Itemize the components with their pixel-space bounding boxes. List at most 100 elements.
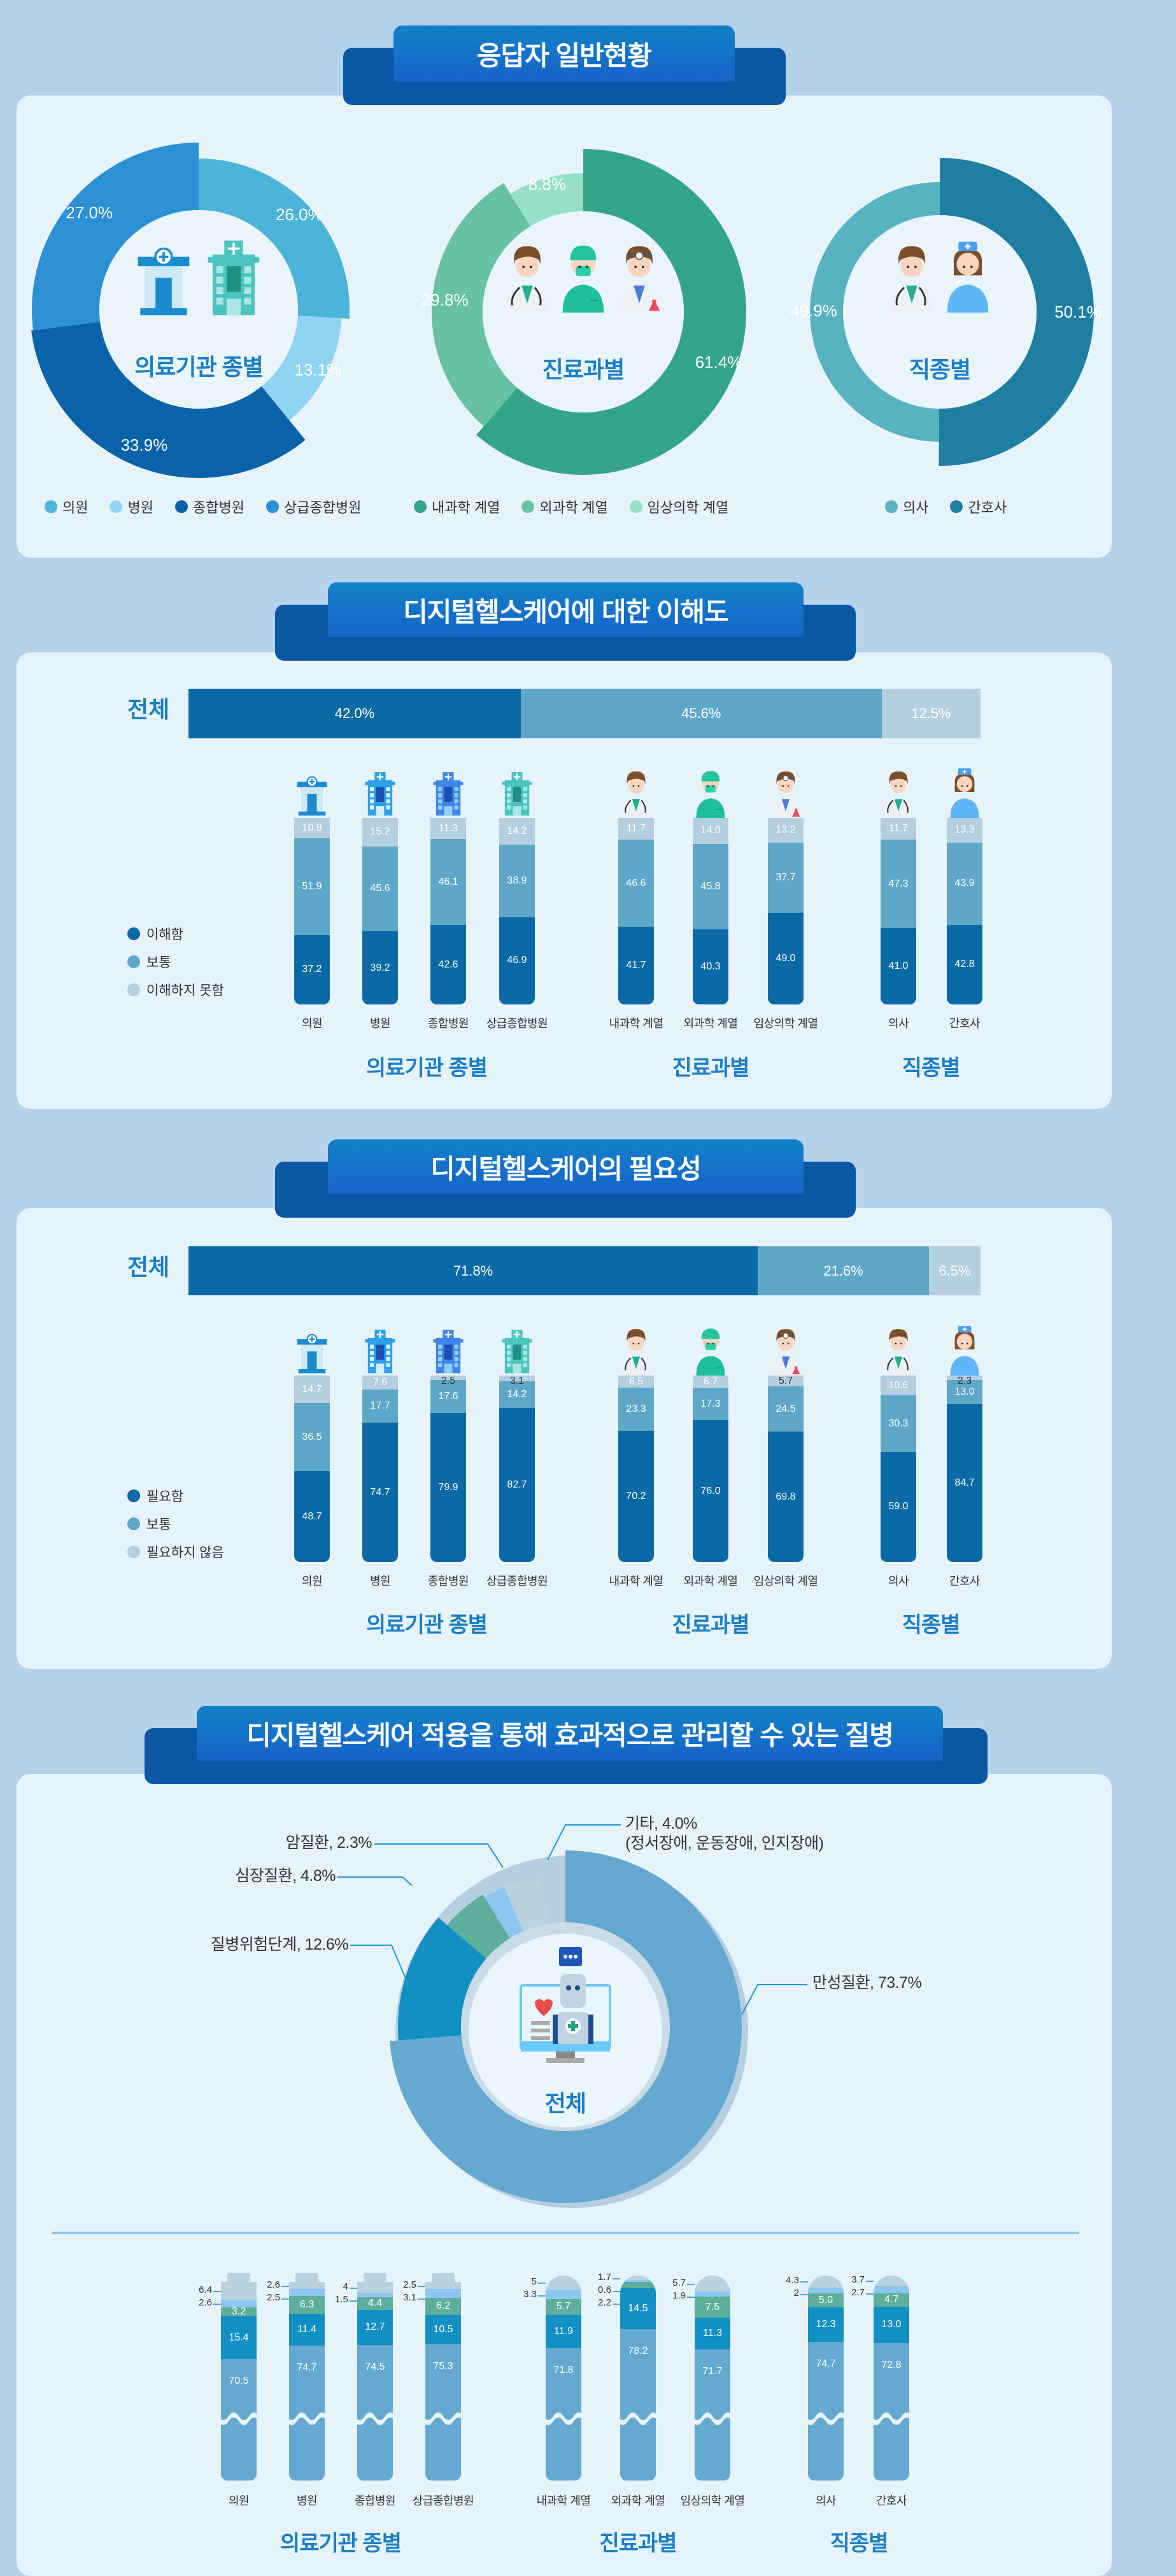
stacked-bar: 48.7 36.5 14.7 [294,1376,330,1562]
legend-item: 종합병원 [174,496,244,517]
label-leader [800,2281,808,2283]
category-label: 의원 [228,2495,250,2507]
bar-segment: 11.3 [695,2318,730,2350]
category-label: 병원 [369,1575,391,1587]
stacked-bar: 46.9 38.9 14.2 [499,818,535,1004]
group-title: 의료기관 종별 [280,2531,402,2556]
general-hospital-icon [428,766,469,818]
outside-value-label: 3.1 [403,2291,416,2303]
slice-value-label: 8.8% [528,174,566,194]
axis-break-icon [287,2412,327,2425]
doctor-icon [499,236,555,315]
outside-value-label: 2.5 [267,2291,280,2303]
doctor-icon [884,236,940,315]
category-label: 간호사 [949,1575,981,1587]
slice-value-label: 13.1% [294,360,342,380]
bar-segment: 23.3 [618,1388,654,1432]
legend-swatch [127,983,140,996]
bar-segment: 41.0 [881,927,916,1004]
leader-line [547,1824,621,1861]
bar-segment: 12.3 [808,2307,844,2342]
outside-value-label: 5 [531,2276,537,2287]
label-leader [866,2281,874,2283]
leader-line [374,1843,504,1868]
bar-segment: 82.7 [499,1407,535,1562]
label-leader [213,2304,221,2305]
stacked-bar: 39.2 45.6 15.2 [362,818,398,1004]
legend-item: 외과학 계열 [521,496,608,517]
robot-monitor-icon [502,1947,629,2074]
bar-segment: 76.0 [693,1420,728,1562]
group-title: 직종별 [902,1613,961,1637]
legend-item: 보통 [127,948,224,976]
outside-value-label: 3.3 [523,2289,537,2300]
bar-segment [425,2289,461,2298]
category-label: 내과학 계열 [609,1017,663,1030]
category-label: 외과학 계열 [611,2495,665,2507]
bar-segment-label: 71.7 [702,2366,723,2377]
overall-bar: 71.8% 21.6% 6.5% [188,1246,981,1295]
bar-segment: 84.7 [947,1404,982,1562]
clinic-icon [292,766,332,818]
category-label: 임상의학 계열 [753,1575,818,1587]
donut-slice [199,158,350,319]
axis-break-icon [218,2412,259,2425]
group-title: 직종별 [902,1056,961,1080]
bar-segment: 7.5 [695,2297,730,2318]
stacked-bar: 41.7 46.6 11.7 [618,818,654,1004]
bar-segment: 13.3 [947,818,982,843]
bar-segment: 4.4 [357,2297,393,2310]
overall-segment: 21.6% [758,1246,930,1295]
bar-segment: 70.2 [618,1431,654,1562]
bar-segment [808,2287,844,2293]
hospital-icon [360,1323,400,1376]
surgeon-icon [555,236,611,315]
category-label: 임상의학 계열 [680,2495,745,2507]
nurse-icon [944,1323,985,1376]
tertiary-hospital-icon [199,233,269,316]
bar-segment-label: 75.3 [433,2361,453,2372]
donut-slice [389,1850,742,2204]
callout-risk-stage: 질병위험단계, 12.6% [210,1936,349,1953]
section-title: 응답자 일반현황 [393,25,735,82]
bar-segment: 24.5 [768,1386,804,1432]
axis-break-icon [618,2412,658,2425]
donut-legend: 의원 병원 종합병원 상급종합병원 [45,496,361,517]
section-title: 디지털헬스케어의 필요성 [328,1139,804,1194]
bar-segment: 46.6 [618,840,654,927]
bar-segment [695,2276,730,2292]
disease-bar: 14.5 78.2 [620,2276,656,2481]
slice-value-label: 61.4% [695,352,742,372]
clinician-icon [765,766,806,818]
stacked-bar: 42.8 43.9 13.3 [947,818,982,1004]
donut-slice [510,173,583,227]
category-label: 의사 [888,1017,909,1030]
donut-slice [32,143,199,330]
bar-segment: 11.9 [546,2314,581,2348]
callout-heart: 심장질환, 4.8% [235,1867,336,1885]
bar-segment-label: 74.5 [365,2361,385,2373]
donut-hole [843,215,1037,409]
legend-swatch [885,500,898,513]
stacked-bar: 79.917.62.5 [430,1376,466,1562]
legend-label: 상급종합병원 [283,500,362,516]
outside-value-label: 2.2 [598,2297,611,2308]
bottle-cap [227,2273,250,2283]
legend-label: 내과학 계열 [432,500,500,516]
bar-segment: 13.0 [947,1379,982,1404]
bar-segment: 37.7 [768,842,804,913]
label-leader [418,2298,425,2300]
label-leader [281,2285,289,2287]
bar-segment-label: 70.5 [229,2375,249,2387]
category-label: 의원 [301,1575,323,1587]
legend-label: 종합병원 [192,500,244,516]
group-title: 의료기관 종별 [365,1613,488,1637]
bar-segment [620,2276,656,2281]
legend: 필요함 보통 필요하지 않음 [127,1482,224,1566]
outside-value-label: 6.4 [199,2284,212,2296]
bar-segment [425,2282,461,2289]
legend-item: 필요하지 않음 [127,1538,224,1566]
stacked-bar: 82.7 14.2 3.1 [499,1376,535,1562]
bar-segment [289,2282,325,2290]
